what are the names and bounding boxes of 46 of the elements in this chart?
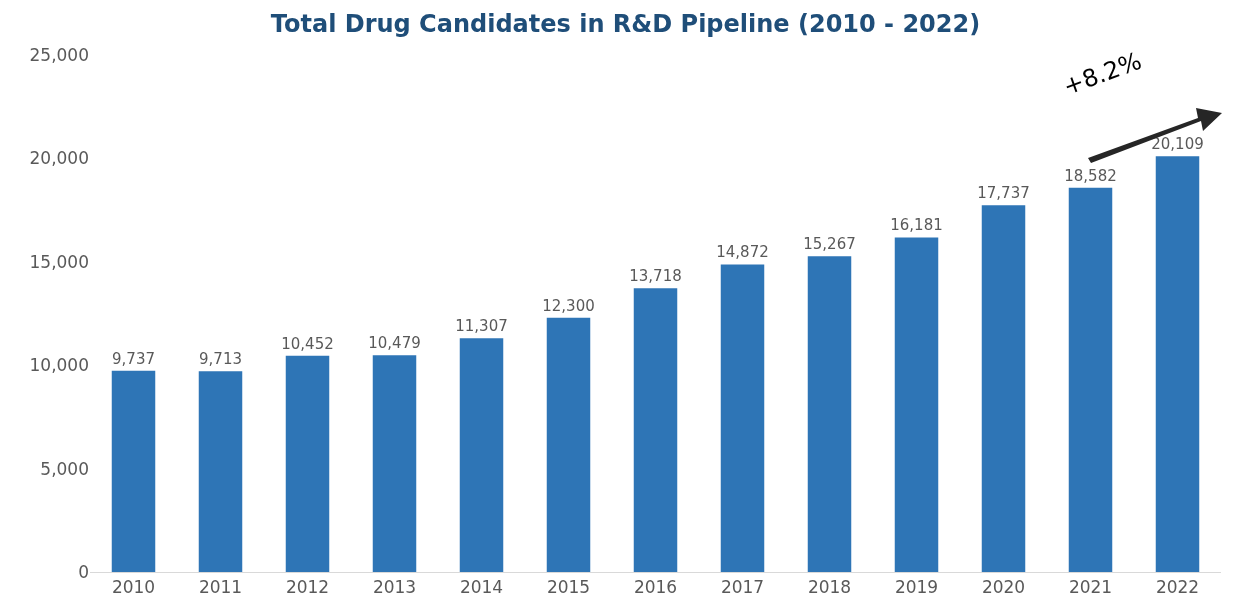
bar	[285, 355, 330, 572]
x-tick-label: 2021	[1068, 577, 1113, 598]
x-tick-label: 2019	[894, 577, 939, 598]
data-label: 10,452	[281, 334, 334, 353]
x-tick-label: 2017	[720, 577, 765, 598]
bar	[807, 256, 852, 572]
x-tick-label: 2012	[285, 577, 330, 598]
y-tick-label: 10,000	[29, 355, 89, 376]
y-tick-label: 15,000	[29, 251, 89, 272]
bar	[981, 205, 1026, 572]
annotation: +8.2%	[1059, 46, 1146, 101]
x-tick-label: 2016	[633, 577, 678, 598]
data-label: 9,737	[112, 349, 155, 368]
data-label: 9,713	[199, 350, 242, 369]
chart-title: Total Drug Candidates in R&D Pipeline (2010 - 2022)	[270, 10, 981, 39]
bar	[633, 288, 678, 572]
x-tick-label: 2014	[459, 577, 504, 598]
data-label: 15,267	[803, 235, 856, 254]
data-label: 12,300	[542, 296, 595, 315]
x-tick-label: 2018	[807, 577, 852, 598]
bar	[198, 371, 243, 572]
data-label: 16,181	[890, 216, 943, 235]
y-tick-label: 0	[78, 561, 89, 582]
x-tick-label: 2011	[198, 577, 243, 598]
data-label: 20,109	[1151, 135, 1204, 154]
data-label: 17,737	[977, 184, 1030, 203]
data-label: 11,307	[455, 317, 508, 336]
x-tick-label: 2022	[1155, 577, 1200, 598]
bar	[546, 317, 591, 572]
bar	[1068, 187, 1113, 572]
y-tick-label: 5,000	[40, 458, 89, 479]
data-label: 13,718	[629, 267, 682, 286]
bar	[111, 370, 156, 572]
data-label: 18,582	[1064, 166, 1117, 185]
data-label: 14,872	[716, 243, 769, 262]
bar	[372, 355, 417, 572]
x-tick-label: 2013	[372, 577, 417, 598]
bar	[894, 237, 939, 572]
y-tick-label: 20,000	[29, 148, 89, 169]
x-tick-label: 2020	[981, 577, 1026, 598]
x-tick-label: 2015	[546, 577, 591, 598]
data-label: 10,479	[368, 334, 421, 353]
x-tick-label: 2010	[111, 577, 156, 598]
bar	[459, 338, 504, 572]
y-tick-label: 25,000	[29, 44, 89, 65]
bar	[720, 264, 765, 572]
